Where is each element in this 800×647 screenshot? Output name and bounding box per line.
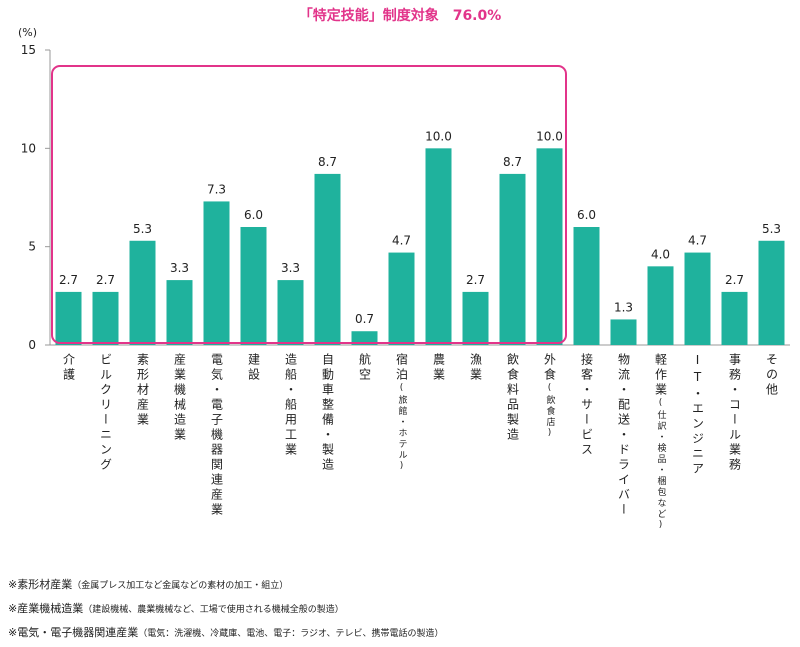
x-tick-label: 事務・コール業務 bbox=[728, 353, 742, 473]
bar bbox=[166, 280, 193, 345]
bar bbox=[425, 148, 452, 345]
chart-title: 「特定技能」制度対象 76.0% bbox=[299, 7, 502, 24]
value-label: 6.0 bbox=[244, 208, 263, 222]
bar bbox=[684, 252, 711, 345]
y-tick-label: 10 bbox=[21, 141, 36, 155]
x-tick-label: 農業 bbox=[432, 353, 446, 383]
value-label: 10.0 bbox=[536, 129, 563, 143]
footnote-term: ※産業機械造業 bbox=[8, 601, 83, 615]
highlight-box bbox=[51, 65, 567, 344]
bar bbox=[462, 291, 489, 345]
y-tick-label: 0 bbox=[28, 338, 36, 352]
x-tick-label: 介護 bbox=[62, 353, 76, 383]
value-label: 4.0 bbox=[651, 247, 670, 261]
footnote-term: ※素形材産業 bbox=[8, 577, 72, 591]
x-tick-label: 外食(飲食店) bbox=[543, 353, 557, 440]
footnote-detail: （電気：洗濯機、冷蔵庫、電池、電子：ラジオ、テレビ、携帯電話の製造） bbox=[138, 627, 443, 639]
value-label: 1.3 bbox=[614, 300, 633, 314]
value-label: 0.7 bbox=[355, 312, 374, 326]
footnote-term: ※電気・電子機器関連産業 bbox=[8, 625, 138, 639]
bar bbox=[647, 266, 674, 345]
y-axis-label: (%) bbox=[18, 26, 37, 39]
bar bbox=[92, 291, 119, 345]
bar bbox=[240, 227, 267, 345]
x-tick-label: 建設 bbox=[247, 353, 261, 383]
footnote-detail: （金属プレス加工など金属などの素材の加工・組立） bbox=[72, 579, 288, 591]
value-label: 3.3 bbox=[170, 261, 189, 275]
bar bbox=[277, 280, 304, 345]
value-label: 7.3 bbox=[207, 182, 226, 196]
y-tick-label: 5 bbox=[28, 240, 36, 254]
bar bbox=[721, 291, 748, 345]
x-tick-label: 造船・船用工業 bbox=[284, 353, 298, 458]
value-label: 4.7 bbox=[392, 234, 411, 248]
x-tick-label: 素形材産業 bbox=[136, 353, 150, 428]
x-tick-label: ビルクリーニング bbox=[99, 353, 113, 473]
bar bbox=[351, 331, 378, 345]
bar bbox=[758, 240, 785, 345]
bar bbox=[203, 201, 230, 345]
x-tick-label: その他 bbox=[765, 353, 779, 398]
footnote: ※素形材産業（金属プレス加工など金属などの素材の加工・組立） bbox=[8, 577, 288, 591]
x-tick-label: 物流・配送・ドライバー bbox=[617, 353, 631, 518]
bar bbox=[573, 227, 600, 345]
x-tick-label: 電気・電子機器関連産業 bbox=[210, 353, 224, 518]
value-label: 4.7 bbox=[688, 234, 707, 248]
bar bbox=[536, 148, 563, 345]
x-tick-label: 漁業 bbox=[469, 353, 483, 383]
x-tick-label: 接客・サービス bbox=[580, 352, 594, 458]
bar bbox=[499, 173, 526, 345]
value-label: 2.7 bbox=[466, 273, 485, 287]
x-tick-label: 航空 bbox=[358, 352, 372, 383]
y-tick-label: 15 bbox=[21, 43, 36, 57]
value-label: 10.0 bbox=[425, 129, 452, 143]
bar bbox=[388, 252, 415, 345]
x-tick-label: 宿泊(旅館・ホテル) bbox=[395, 352, 409, 473]
bar bbox=[129, 240, 156, 345]
bar bbox=[55, 291, 82, 345]
value-label: 3.3 bbox=[281, 261, 300, 275]
value-label: 2.7 bbox=[59, 273, 78, 287]
footnote: ※電気・電子機器関連産業（電気：洗濯機、冷蔵庫、電池、電子：ラジオ、テレビ、携帯… bbox=[8, 625, 444, 639]
x-tick-label: IT・エンジニア bbox=[691, 353, 705, 477]
value-label: 6.0 bbox=[577, 208, 596, 222]
value-label: 2.7 bbox=[725, 273, 744, 287]
x-tick-label: 自動車整備・製造 bbox=[321, 353, 335, 473]
value-label: 8.7 bbox=[318, 155, 337, 169]
x-tick-label: 飲食料品製造 bbox=[506, 352, 520, 443]
x-tick-label: 軽作業(仕訳・検品・梱包など) bbox=[654, 353, 668, 532]
value-label: 5.3 bbox=[762, 222, 781, 236]
footnote: ※産業機械造業（建設機械、農業機械など、工場で使用される機械全般の製造） bbox=[8, 601, 344, 615]
value-label: 5.3 bbox=[133, 222, 152, 236]
x-tick-label: 産業機械造業 bbox=[173, 352, 187, 443]
bar bbox=[610, 319, 637, 345]
bar bbox=[314, 173, 341, 345]
value-label: 2.7 bbox=[96, 273, 115, 287]
footnote-detail: （建設機械、農業機械など、工場で使用される機械全般の製造） bbox=[83, 603, 344, 615]
value-label: 8.7 bbox=[503, 155, 522, 169]
